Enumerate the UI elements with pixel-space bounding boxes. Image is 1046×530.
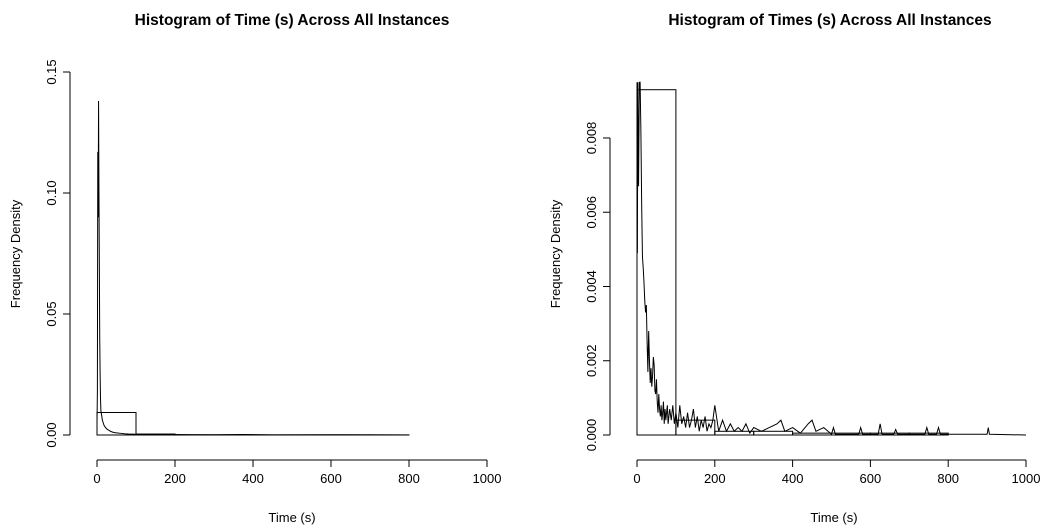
chart-title: Histogram of Time (s) Across All Instanc… bbox=[135, 12, 450, 29]
x-tick-label: 600 bbox=[320, 471, 342, 486]
x-tick-label: 800 bbox=[937, 471, 959, 486]
x-tick-label: 200 bbox=[704, 471, 726, 486]
y-tick-label: 0.008 bbox=[584, 122, 599, 155]
histogram-bars bbox=[636, 89, 949, 436]
x-tick-label: 400 bbox=[782, 471, 804, 486]
x-axis: 0 200 400 600 800 1000 bbox=[93, 459, 502, 486]
y-tick-label: 0.002 bbox=[584, 344, 599, 377]
x-tick-label: 600 bbox=[860, 471, 882, 486]
density-line bbox=[636, 81, 1027, 436]
histogram-panel-right: Histogram of Times (s) Across All Instan… bbox=[523, 0, 1046, 530]
y-tick-label: 0.05 bbox=[44, 301, 59, 326]
y-tick-label: 0.000 bbox=[584, 419, 599, 452]
y-tick-label: 0.00 bbox=[44, 422, 59, 447]
histogram-bar bbox=[792, 432, 833, 436]
x-tick-label: 200 bbox=[164, 471, 186, 486]
x-axis-label: Time (s) bbox=[810, 510, 857, 525]
histogram-bar bbox=[675, 419, 716, 436]
histogram-chart-left: Histogram of Time (s) Across All Instanc… bbox=[8, 12, 502, 525]
density-line bbox=[96, 101, 410, 436]
histogram-bar bbox=[753, 430, 794, 436]
histogram-panel-left: Histogram of Time (s) Across All Instanc… bbox=[8, 12, 502, 525]
histogram-bar bbox=[636, 89, 677, 436]
x-tick-label: 0 bbox=[633, 471, 640, 486]
density-curve bbox=[96, 101, 410, 436]
y-axis: 0.000 0.002 0.004 0.006 0.008 bbox=[584, 122, 611, 452]
x-tick-label: 1000 bbox=[473, 471, 502, 486]
y-tick-label: 0.006 bbox=[584, 196, 599, 229]
y-tick-label: 0.15 bbox=[44, 59, 59, 84]
y-tick-label: 0.10 bbox=[44, 180, 59, 205]
x-tick-label: 400 bbox=[242, 471, 264, 486]
x-tick-label: 1000 bbox=[1012, 471, 1041, 486]
x-tick-label: 0 bbox=[93, 471, 100, 486]
y-axis-label: Frequency Density bbox=[548, 199, 563, 308]
histogram-bars bbox=[96, 411, 410, 436]
y-tick-label: 0.004 bbox=[584, 270, 599, 303]
chart-title: Histogram of Times (s) Across All Instan… bbox=[668, 12, 991, 29]
histogram-chart-right: Histogram of Times (s) Across All Instan… bbox=[548, 12, 1041, 525]
y-axis-label: Frequency Density bbox=[8, 199, 23, 308]
x-axis: 0 200 400 600 800 1000 bbox=[633, 459, 1041, 486]
density-curve bbox=[636, 81, 1027, 436]
y-axis: 0.00 0.05 0.10 0.15 bbox=[44, 59, 71, 448]
x-axis-label: Time (s) bbox=[268, 510, 315, 525]
x-tick-label: 800 bbox=[398, 471, 420, 486]
histogram-bar bbox=[96, 411, 137, 436]
